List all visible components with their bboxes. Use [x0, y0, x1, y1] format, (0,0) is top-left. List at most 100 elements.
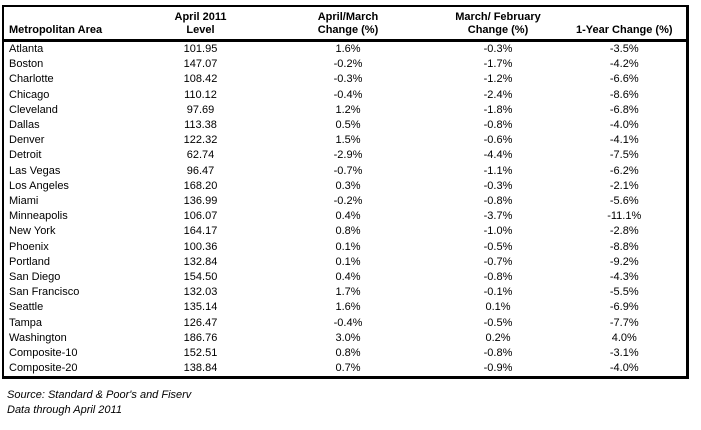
table-row: Chicago 110.12 -0.4% -2.4% -8.6% [3, 88, 687, 103]
metro-area-cell: Cleveland [9, 103, 58, 116]
source-notes: Source: Standard & Poor's and Fiserv Dat… [7, 388, 191, 418]
level-cell: 108.42 [183, 73, 218, 86]
march-february-change-cell: -0.8% [483, 271, 513, 284]
april-march-change-cell: -0.2% [333, 195, 363, 208]
data-through-note: Data through April 2011 [7, 404, 122, 416]
table-row: Denver 122.32 1.5% -0.6% -4.1% [3, 133, 687, 148]
metro-area-cell: Dallas [9, 119, 40, 132]
level-cell: 136.99 [183, 195, 218, 208]
table-row: Phoenix 100.36 0.1% -0.5% -8.8% [3, 240, 687, 255]
table-row: Minneapolis 106.07 0.4% -3.7% -11.1% [3, 209, 687, 224]
march-february-change-cell: -3.7% [483, 210, 513, 223]
metro-area-cell: Charlotte [9, 73, 54, 86]
column-header-one-year-change: 1-Year Change (%) [563, 6, 687, 42]
one-year-change-cell: -6.6% [609, 73, 639, 86]
metro-area-cell: San Francisco [9, 286, 80, 299]
table-row: Boston 147.07 -0.2% -1.7% -4.2% [3, 57, 687, 72]
metro-area-cell: Atlanta [9, 43, 44, 55]
one-year-change-cell: -7.7% [609, 316, 639, 329]
april-march-change-cell: 0.4% [335, 271, 361, 284]
table-row: Seattle 135.14 1.6% 0.1% -6.9% [3, 300, 687, 315]
april-march-change-cell: 0.1% [335, 240, 361, 253]
april-march-change-cell: 3.0% [335, 331, 361, 344]
level-cell: 154.50 [183, 271, 218, 284]
april-march-change-cell: 1.6% [335, 301, 361, 314]
one-year-change-cell: -3.1% [609, 347, 639, 360]
table-row: Charlotte 108.42 -0.3% -1.2% -6.6% [3, 72, 687, 87]
metro-area-cell: Chicago [9, 88, 50, 101]
metro-area-cell: Los Angeles [9, 179, 69, 192]
march-february-change-cell: -0.8% [483, 195, 513, 208]
table-row: Washington 186.76 3.0% 0.2% 4.0% [3, 331, 687, 346]
one-year-change-cell: -2.8% [609, 225, 639, 238]
one-year-change-cell: -5.5% [609, 286, 639, 299]
one-year-change-cell: -4.3% [609, 271, 639, 284]
march-february-change-cell: -0.5% [483, 316, 513, 329]
table-row: Dallas 113.38 0.5% -0.8% -4.0% [3, 118, 687, 133]
march-february-change-cell: -0.7% [483, 255, 513, 268]
march-february-change-cell: -0.5% [483, 240, 513, 253]
one-year-change-cell: 4.0% [611, 331, 637, 344]
table-row: Las Vegas 96.47 -0.7% -1.1% -6.2% [3, 164, 687, 179]
april-march-change-cell: 0.7% [335, 362, 361, 375]
april-march-change-cell: 1.6% [335, 43, 361, 55]
march-february-change-cell: -4.4% [483, 149, 513, 162]
metro-area-cell: Seattle [9, 301, 44, 314]
april-march-change-cell: -0.4% [333, 88, 363, 101]
march-february-change-cell: -0.9% [483, 362, 513, 375]
level-cell: 135.14 [183, 301, 218, 314]
table-row: New York 164.17 0.8% -1.0% -2.8% [3, 224, 687, 239]
column-header-metropolitan-area: Metropolitan Area [3, 6, 138, 42]
level-cell: 147.07 [183, 58, 218, 71]
level-cell: 122.32 [183, 134, 218, 147]
march-february-change-cell: -1.7% [483, 58, 513, 71]
level-cell: 106.07 [183, 210, 218, 223]
april-march-change-cell: -0.4% [333, 316, 363, 329]
march-february-change-cell: -0.3% [483, 179, 513, 192]
one-year-change-cell: -7.5% [609, 149, 639, 162]
table-row: Composite-20 138.84 0.7% -0.9% -4.0% [3, 361, 687, 378]
level-cell: 132.03 [183, 286, 218, 299]
april-march-change-cell: 0.4% [335, 210, 361, 223]
table-row: Los Angeles 168.20 0.3% -0.3% -2.1% [3, 179, 687, 194]
march-february-change-cell: 0.2% [485, 331, 511, 344]
table-row: Miami 136.99 -0.2% -0.8% -5.6% [3, 194, 687, 209]
table-row: Tampa 126.47 -0.4% -0.5% -7.7% [3, 316, 687, 331]
header-row: Metropolitan Area April 2011 Level April… [3, 6, 687, 42]
metro-area-cell: Denver [9, 134, 45, 147]
table-row: Detroit 62.74 -2.9% -4.4% -7.5% [3, 148, 687, 163]
table-row: San Diego 154.50 0.4% -0.8% -4.3% [3, 270, 687, 285]
metro-area-cell: Washington [9, 331, 67, 344]
march-february-change-cell: -0.3% [483, 43, 513, 55]
one-year-change-cell: -4.1% [609, 134, 639, 147]
metro-area-cell: Phoenix [9, 240, 49, 253]
one-year-change-cell: -8.6% [609, 88, 639, 101]
column-header-april-march-change: April/March Change (%) [263, 6, 433, 42]
table-body: Atlanta 101.95 1.6% -0.3% -3.5% Boston 147.07 -… [3, 41, 687, 378]
level-cell: 152.51 [183, 347, 218, 360]
march-february-change-cell: 0.1% [485, 301, 511, 314]
source-note: Source: Standard & Poor's and Fiserv [7, 389, 192, 401]
metro-area-cell: Detroit [9, 149, 42, 162]
one-year-change-cell: -6.8% [609, 103, 639, 116]
level-cell: 62.74 [186, 149, 215, 162]
table-row: Atlanta 101.95 1.6% -0.3% -3.5% [3, 41, 687, 58]
column-header-april-2011-level: April 2011 Level [138, 6, 263, 42]
level-cell: 100.36 [183, 240, 218, 253]
column-header-march-february-change: March/ February Change (%) [433, 6, 563, 42]
table-row: San Francisco 132.03 1.7% -0.1% -5.5% [3, 285, 687, 300]
level-cell: 164.17 [183, 225, 218, 238]
april-march-change-cell: -0.7% [333, 164, 363, 177]
level-cell: 132.84 [183, 255, 218, 268]
metro-area-cell: Boston [9, 58, 44, 71]
april-march-change-cell: 0.3% [335, 179, 361, 192]
one-year-change-cell: -6.2% [609, 164, 639, 177]
april-march-change-cell: 1.2% [335, 103, 361, 116]
march-february-change-cell: -1.1% [483, 164, 513, 177]
march-february-change-cell: -1.8% [483, 103, 513, 116]
level-cell: 97.69 [186, 103, 215, 116]
table-row: Portland 132.84 0.1% -0.7% -9.2% [3, 255, 687, 270]
one-year-change-cell: -9.2% [609, 255, 639, 268]
metro-area-cell: Portland [9, 255, 50, 268]
